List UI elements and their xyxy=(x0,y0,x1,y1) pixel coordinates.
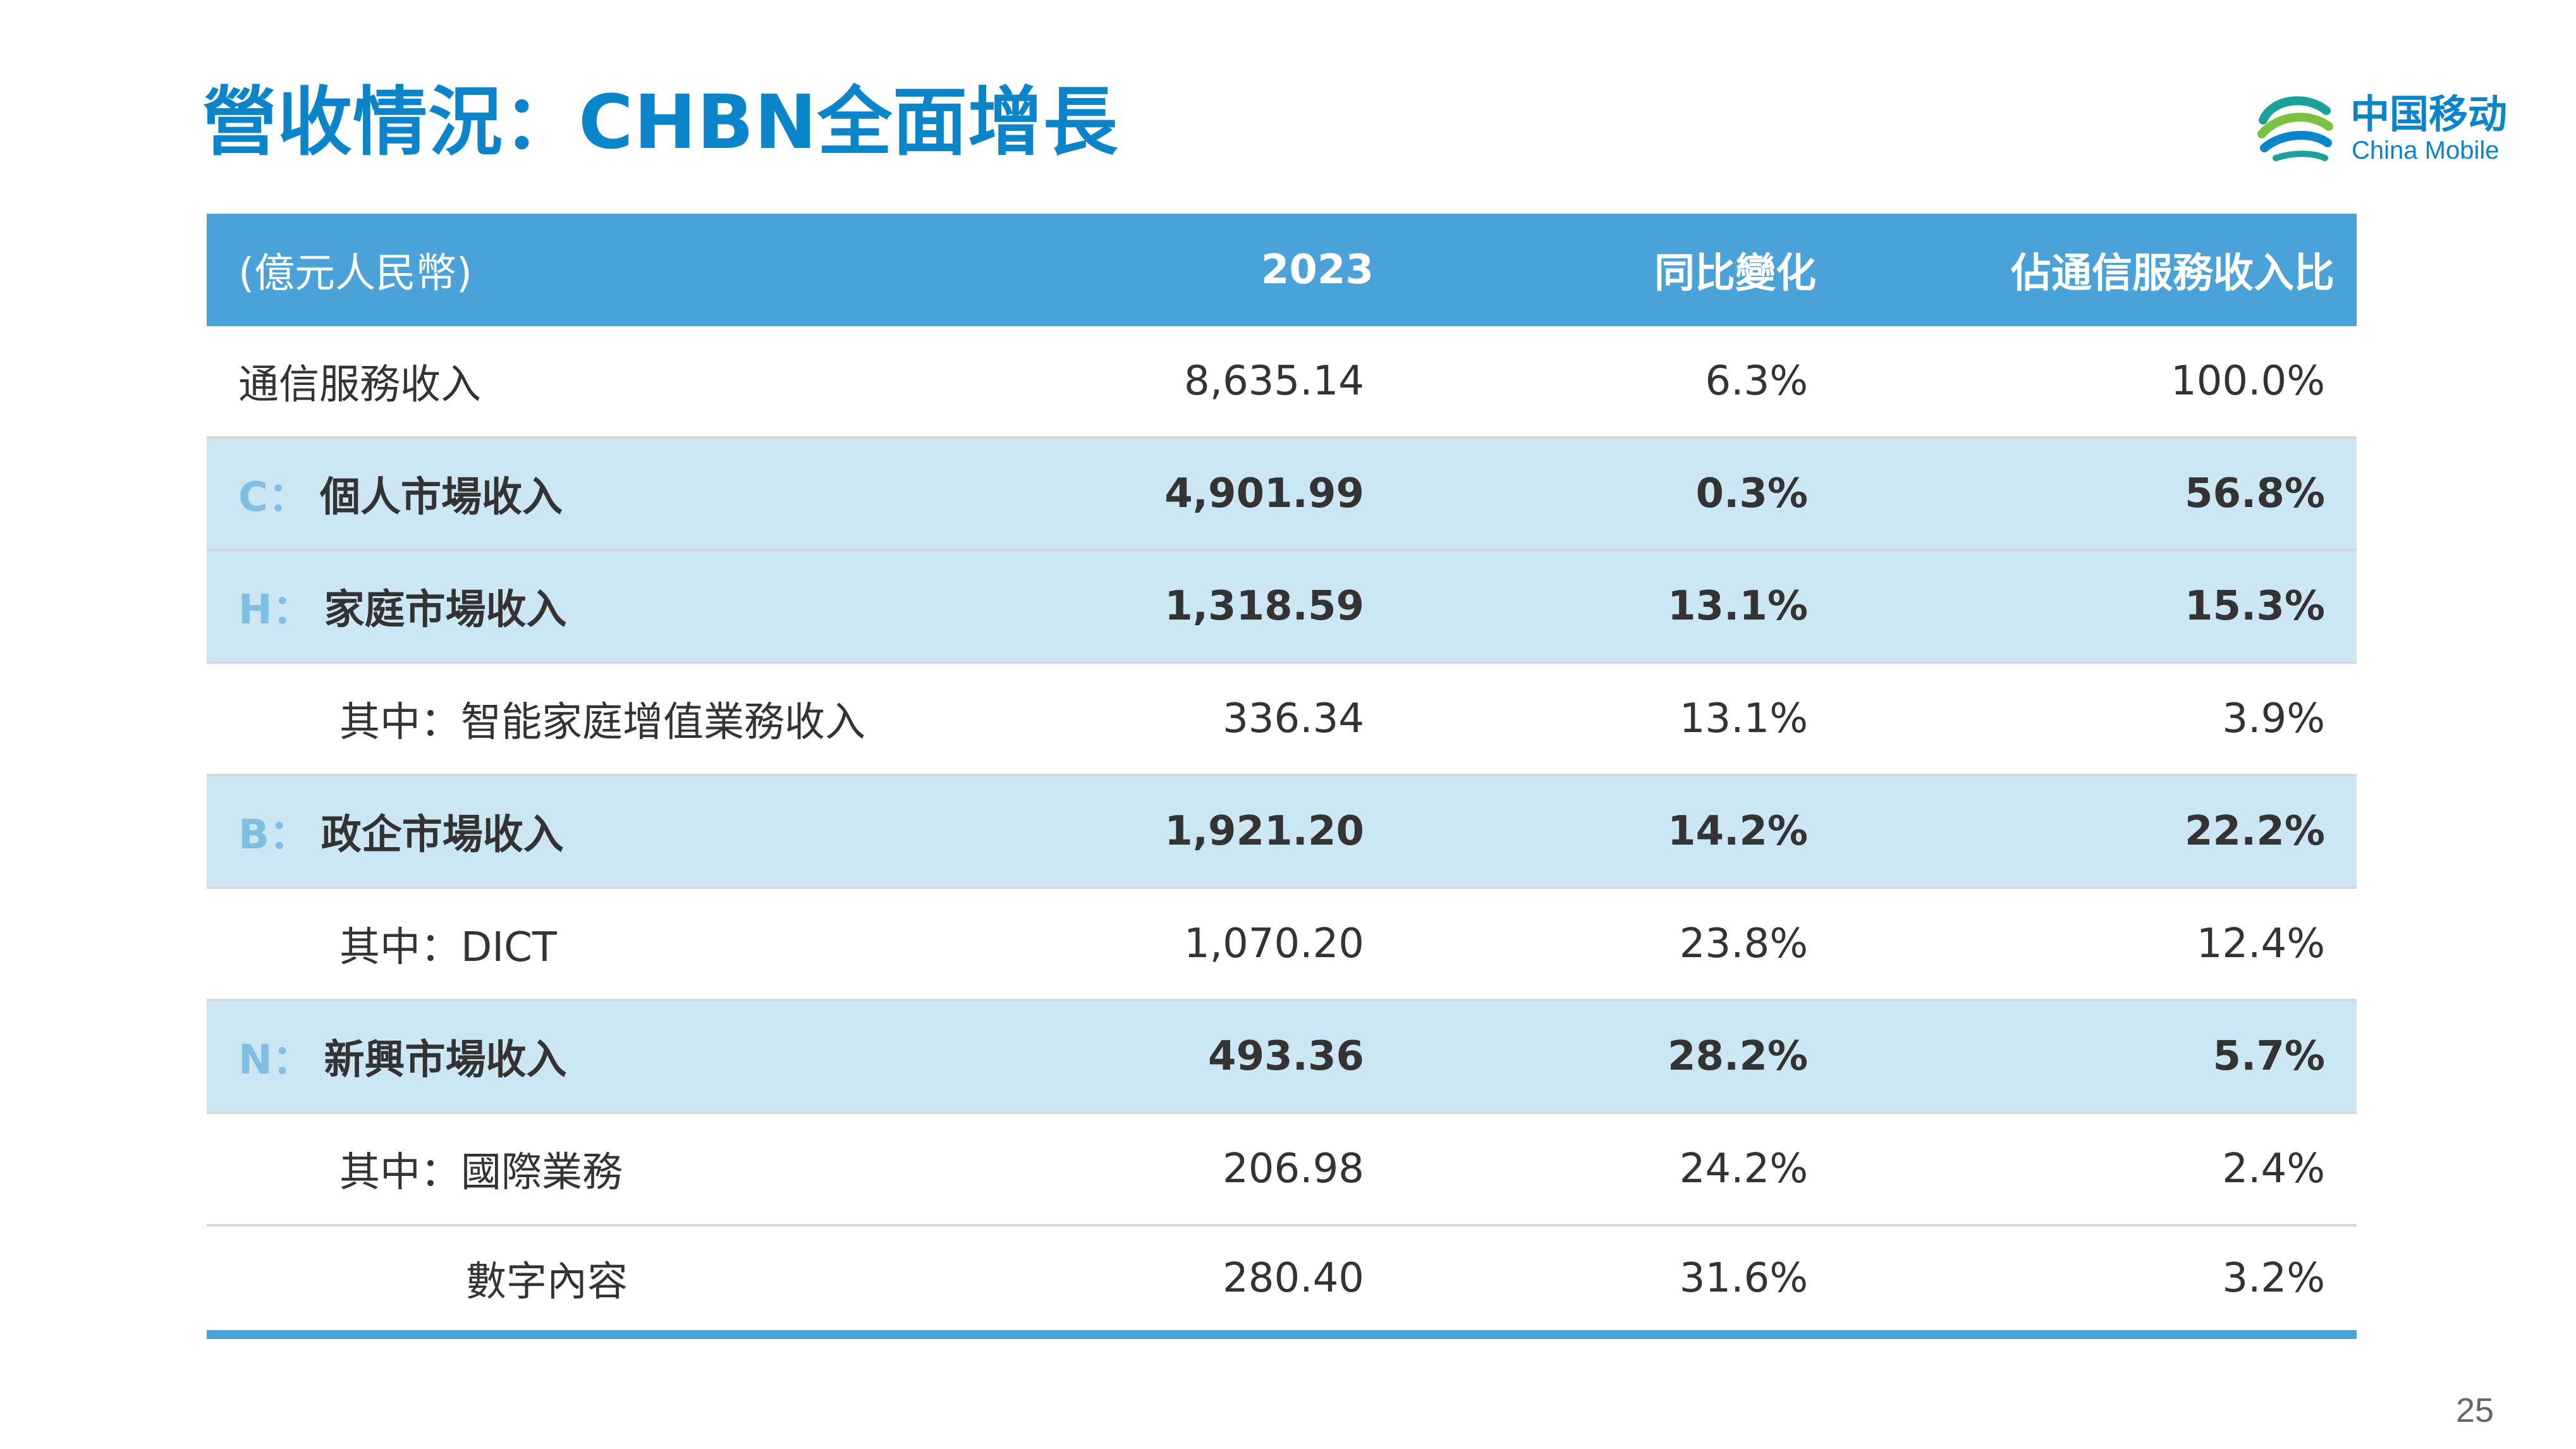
row-yoy: 0.3% xyxy=(1695,470,1809,517)
logo-english-text: China Mobile xyxy=(2352,137,2500,164)
row-label: 數字內容 xyxy=(466,1259,628,1305)
row-label: B： 政企市場收入 xyxy=(238,776,564,886)
table-row: N： 新興市場收入 493.36 28.2% 5.7% xyxy=(207,1001,2357,1114)
logo-chinese-text: 中国移动 xyxy=(2350,91,2508,137)
table-row: B： 政企市場收入 1,921.20 14.2% 22.2% xyxy=(207,776,2357,889)
row-label: 其中：DICT xyxy=(339,924,557,971)
row-value: 1,318.59 xyxy=(1164,583,1364,630)
segment-prefix: N： xyxy=(238,1037,313,1084)
row-share: 15.3% xyxy=(2184,583,2325,630)
row-label: H： 家庭市場收入 xyxy=(238,551,567,661)
row-yoy: 6.3% xyxy=(1705,358,1808,405)
row-share: 22.2% xyxy=(2184,808,2325,855)
table-row: 其中：智能家庭增值業務收入 336.34 13.1% 3.9% xyxy=(207,664,2357,776)
row-value: 336.34 xyxy=(1223,695,1364,742)
row-share: 3.2% xyxy=(2222,1255,2325,1302)
row-yoy: 24.2% xyxy=(1679,1146,1808,1192)
table-row: H： 家庭市場收入 1,318.59 13.1% 15.3% xyxy=(207,551,2357,664)
row-label: 其中：智能家庭增值業務收入 xyxy=(339,699,865,746)
row-yoy: 13.1% xyxy=(1679,695,1808,742)
table-row: 其中：DICT 1,070.20 23.8% 12.4% xyxy=(207,889,2357,1001)
china-mobile-logo: 中国移动 China Mobile xyxy=(2250,82,2516,177)
table-row: 通信服務收入 8,635.14 6.3% 100.0% xyxy=(207,326,2357,439)
row-value: 4,901.99 xyxy=(1164,470,1364,517)
row-yoy: 28.2% xyxy=(1667,1033,1808,1080)
revenue-table: (億元人民幣) 2023 同比變化 佔通信服務收入比 通信服務收入 8,635.… xyxy=(207,214,2357,1339)
row-yoy: 14.2% xyxy=(1667,808,1808,855)
row-value: 493.36 xyxy=(1208,1033,1364,1080)
header-share: 佔通信服務收入比 xyxy=(2011,250,2335,297)
row-value: 8,635.14 xyxy=(1184,358,1364,405)
row-value: 206.98 xyxy=(1223,1146,1364,1192)
china-mobile-logo-icon xyxy=(2257,96,2333,161)
row-share: 5.7% xyxy=(2213,1033,2326,1080)
row-yoy: 31.6% xyxy=(1679,1255,1808,1302)
page-number: 25 xyxy=(2456,1391,2494,1429)
row-yoy: 13.1% xyxy=(1667,583,1808,630)
row-value: 1,070.20 xyxy=(1184,920,1364,967)
row-share: 12.4% xyxy=(2196,920,2325,967)
row-label: N： 新興市場收入 xyxy=(238,1001,567,1111)
header-year: 2023 xyxy=(1261,247,1374,293)
row-share: 3.9% xyxy=(2222,695,2325,742)
segment-prefix: C： xyxy=(238,474,308,521)
segment-prefix: H： xyxy=(238,587,313,633)
segment-prefix: B： xyxy=(238,812,310,859)
header-yoy: 同比變化 xyxy=(1654,250,1816,297)
row-share: 2.4% xyxy=(2222,1146,2325,1192)
table-row: 數字內容 280.40 31.6% 3.2% xyxy=(207,1226,2357,1339)
row-label: 通信服務收入 xyxy=(238,362,481,408)
row-label: C： 個人市場收入 xyxy=(238,439,563,549)
page-title: 營收情況：CHBN全面增長 xyxy=(202,78,1119,166)
table-row: C： 個人市場收入 4,901.99 0.3% 56.8% xyxy=(207,439,2357,551)
row-yoy: 23.8% xyxy=(1679,920,1808,967)
row-value: 1,921.20 xyxy=(1164,808,1364,855)
table-row: 其中：國際業務 206.98 24.2% 2.4% xyxy=(207,1114,2357,1226)
row-share: 100.0% xyxy=(2170,358,2325,405)
header-unit: (億元人民幣) xyxy=(238,250,472,297)
table-header-row: (億元人民幣) 2023 同比變化 佔通信服務收入比 xyxy=(207,214,2357,326)
row-value: 280.40 xyxy=(1223,1255,1364,1302)
row-label: 其中：國際業務 xyxy=(339,1149,623,1196)
row-share: 56.8% xyxy=(2184,470,2325,517)
